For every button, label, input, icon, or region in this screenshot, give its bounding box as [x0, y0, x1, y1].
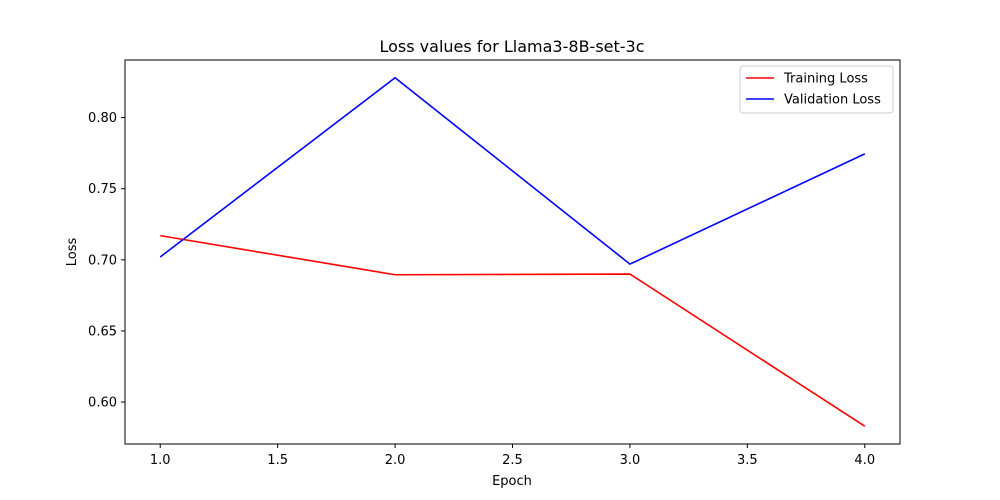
y-tick-label: 0.75: [88, 182, 117, 197]
chart-title: Loss values for Llama3-8B-set-3c: [379, 37, 644, 56]
x-tick-label: 3.5: [737, 453, 758, 468]
legend: Training Loss Validation Loss: [739, 65, 894, 114]
x-axis: 1.0 1.5 2.0 2.5 3.0 3.5 4.0: [150, 444, 875, 468]
legend-entry: Training Loss: [783, 72, 868, 87]
series-line-validation-loss: [159, 76, 866, 266]
legend-box: [739, 65, 894, 114]
x-tick-label: 1.0: [150, 453, 171, 468]
legend-entry: Validation Loss: [784, 93, 881, 108]
x-tick-label: 3.0: [620, 453, 641, 468]
y-tick-label: 0.65: [88, 324, 117, 339]
y-axis: 0.60 0.65 0.70 0.75 0.80: [88, 111, 125, 411]
x-tick-label: 2.0: [385, 453, 406, 468]
x-axis-label: Epoch: [492, 474, 532, 489]
y-tick-label: 0.70: [88, 253, 117, 268]
y-axis-label: Loss: [65, 238, 80, 267]
series-layer: [159, 76, 866, 427]
plot-area: [124, 59, 901, 445]
x-tick-label: 4.0: [854, 453, 875, 468]
y-tick-label: 0.80: [88, 111, 117, 126]
series-line-training-loss: [160, 234, 866, 427]
x-tick-label: 1.5: [267, 453, 288, 468]
y-tick-label: 0.60: [88, 396, 117, 411]
x-tick-label: 2.5: [502, 453, 523, 468]
